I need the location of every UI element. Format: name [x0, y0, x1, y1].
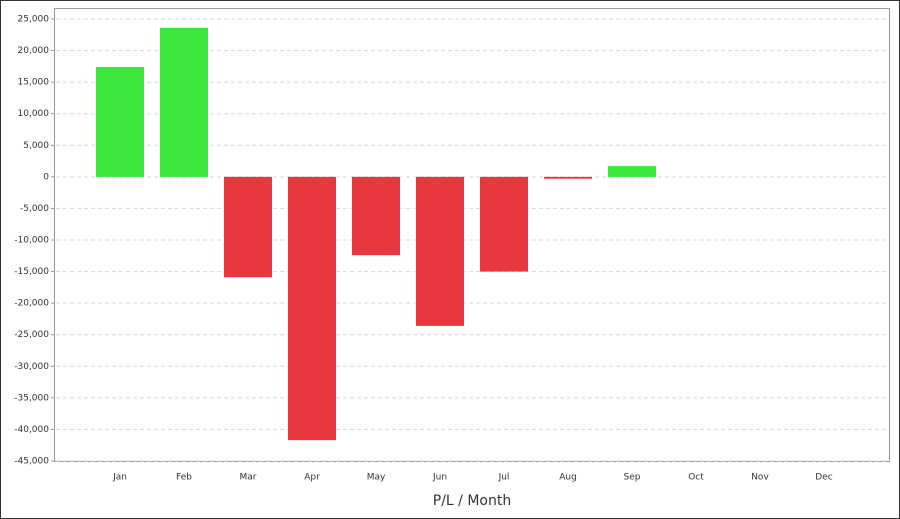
bar — [288, 176, 336, 441]
y-tick-label: 5,000 — [23, 141, 49, 151]
y-tick-label: -15,000 — [14, 267, 49, 277]
x-tick-label: Feb — [176, 473, 192, 483]
y-tick-label: -30,000 — [14, 362, 49, 372]
y-tick-label: 0 — [43, 172, 49, 182]
bar — [544, 176, 592, 179]
y-tick-label: -45,000 — [14, 457, 49, 467]
y-tick-label: -20,000 — [14, 299, 49, 309]
y-tick-label: -10,000 — [14, 236, 49, 246]
bar — [416, 176, 464, 326]
x-tick-label: Jul — [498, 473, 510, 483]
x-tick-label: Aug — [559, 473, 577, 483]
x-tick-label: Dec — [815, 473, 832, 483]
x-tick-label: Jun — [432, 473, 447, 483]
bar — [352, 176, 400, 256]
x-tick-label: May — [367, 473, 386, 483]
x-tick-label: Mar — [240, 473, 257, 483]
y-tick-label: 25,000 — [18, 15, 50, 25]
x-tick-label: Jan — [112, 473, 127, 483]
bar — [160, 27, 208, 177]
y-tick-label: -35,000 — [14, 393, 49, 403]
bar — [480, 176, 528, 272]
y-tick-label: 20,000 — [18, 46, 50, 56]
x-tick-label: Nov — [751, 473, 769, 483]
x-tick-label: Sep — [624, 473, 641, 483]
x-tick-label: Oct — [688, 473, 704, 483]
x-axis-label: P/L / Month — [433, 493, 511, 509]
x-tick-label: Apr — [304, 473, 320, 483]
y-tick-label: -5,000 — [20, 204, 49, 214]
bar — [608, 166, 656, 177]
y-tick-label: 15,000 — [18, 78, 50, 88]
y-tick-label: 10,000 — [18, 109, 50, 119]
bar — [224, 176, 272, 278]
bar — [96, 66, 144, 177]
y-tick-label: -40,000 — [14, 425, 49, 435]
y-tick-label: -25,000 — [14, 330, 49, 340]
